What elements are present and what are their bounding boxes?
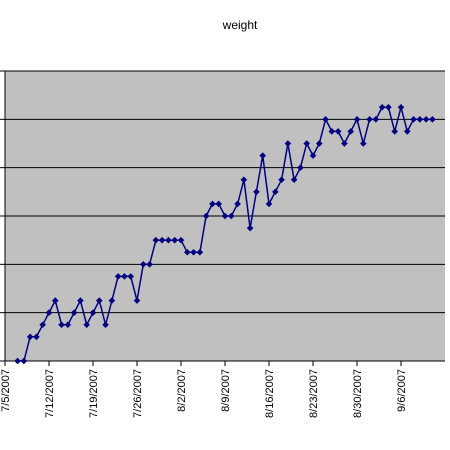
- data-point: [328, 128, 336, 135]
- x-axis-ticks: 7/5/2007 7/12/2007 7/19/2007 7/26/2007 8/2/2…: [0, 361, 408, 418]
- data-point: [139, 261, 147, 268]
- data-point: [391, 128, 399, 135]
- data-point: [403, 128, 411, 135]
- data-point: [265, 200, 273, 208]
- data-point: [397, 103, 405, 111]
- chart-title: weight: [222, 18, 258, 32]
- data-point: [315, 140, 323, 147]
- x-tick-label: 8/2/2007: [176, 369, 188, 412]
- data-point: [14, 357, 21, 365]
- data-point: [221, 212, 229, 220]
- data-point: [353, 116, 361, 123]
- data-point: [227, 212, 235, 220]
- data-point: [246, 224, 254, 232]
- data-point: [347, 128, 355, 135]
- data-point: [422, 116, 430, 123]
- x-tick-label: 8/30/2007: [352, 369, 364, 418]
- data-point: [89, 309, 97, 316]
- data-point: [45, 309, 53, 316]
- data-point: [102, 321, 109, 329]
- x-tick-label: 7/26/2007: [132, 369, 144, 418]
- data-point: [64, 321, 72, 329]
- data-point: [334, 128, 342, 135]
- data-point: [177, 236, 185, 244]
- data-point: [146, 261, 153, 268]
- series-weight: [14, 103, 436, 365]
- x-tick-label: 7/12/2007: [44, 369, 56, 418]
- data-point: [152, 236, 160, 244]
- data-point: [234, 200, 241, 208]
- data-point: [26, 333, 34, 341]
- x-tick-label: 8/9/2007: [220, 369, 232, 412]
- data-point: [127, 273, 135, 280]
- data-point: [366, 116, 373, 123]
- data-point: [290, 176, 298, 184]
- data-point: [240, 176, 248, 184]
- data-point: [297, 164, 304, 171]
- x-tick-label: 9/6/2007: [396, 369, 408, 412]
- x-tick-label: 8/23/2007: [308, 369, 320, 418]
- data-point: [209, 200, 216, 208]
- data-point: [77, 297, 84, 304]
- data-point: [114, 273, 122, 280]
- data-point: [83, 321, 91, 329]
- data-point: [309, 152, 317, 159]
- data-point: [284, 140, 292, 147]
- data-point: [259, 152, 267, 159]
- data-point: [378, 103, 386, 111]
- data-point: [278, 176, 285, 184]
- data-point: [372, 116, 380, 123]
- data-point: [410, 116, 417, 123]
- data-point: [33, 333, 40, 341]
- data-point: [183, 248, 191, 256]
- x-tick-label: 8/16/2007: [264, 369, 276, 418]
- data-point: [171, 236, 179, 244]
- data-point: [51, 297, 59, 304]
- data-point: [70, 309, 78, 316]
- data-point: [95, 297, 103, 304]
- data-point: [20, 357, 28, 365]
- data-point: [196, 248, 204, 256]
- data-point: [108, 297, 116, 304]
- data-point: [190, 248, 197, 256]
- data-point: [165, 236, 172, 244]
- data-point: [133, 297, 141, 304]
- data-point: [322, 116, 329, 123]
- data-point: [341, 140, 348, 147]
- x-tick-label: 7/5/2007: [0, 369, 12, 412]
- data-point: [215, 200, 223, 208]
- data-point: [39, 321, 47, 329]
- data-point: [359, 140, 367, 147]
- data-point: [416, 116, 424, 123]
- data-point: [429, 116, 436, 123]
- x-tick-label: 7/19/2007: [88, 369, 100, 418]
- data-point: [271, 188, 279, 196]
- data-point: [121, 273, 128, 280]
- data-point: [202, 212, 210, 220]
- data-point: [385, 103, 392, 111]
- data-point: [303, 140, 311, 147]
- data-point: [158, 236, 166, 244]
- data-point: [58, 321, 65, 329]
- data-point: [253, 188, 260, 196]
